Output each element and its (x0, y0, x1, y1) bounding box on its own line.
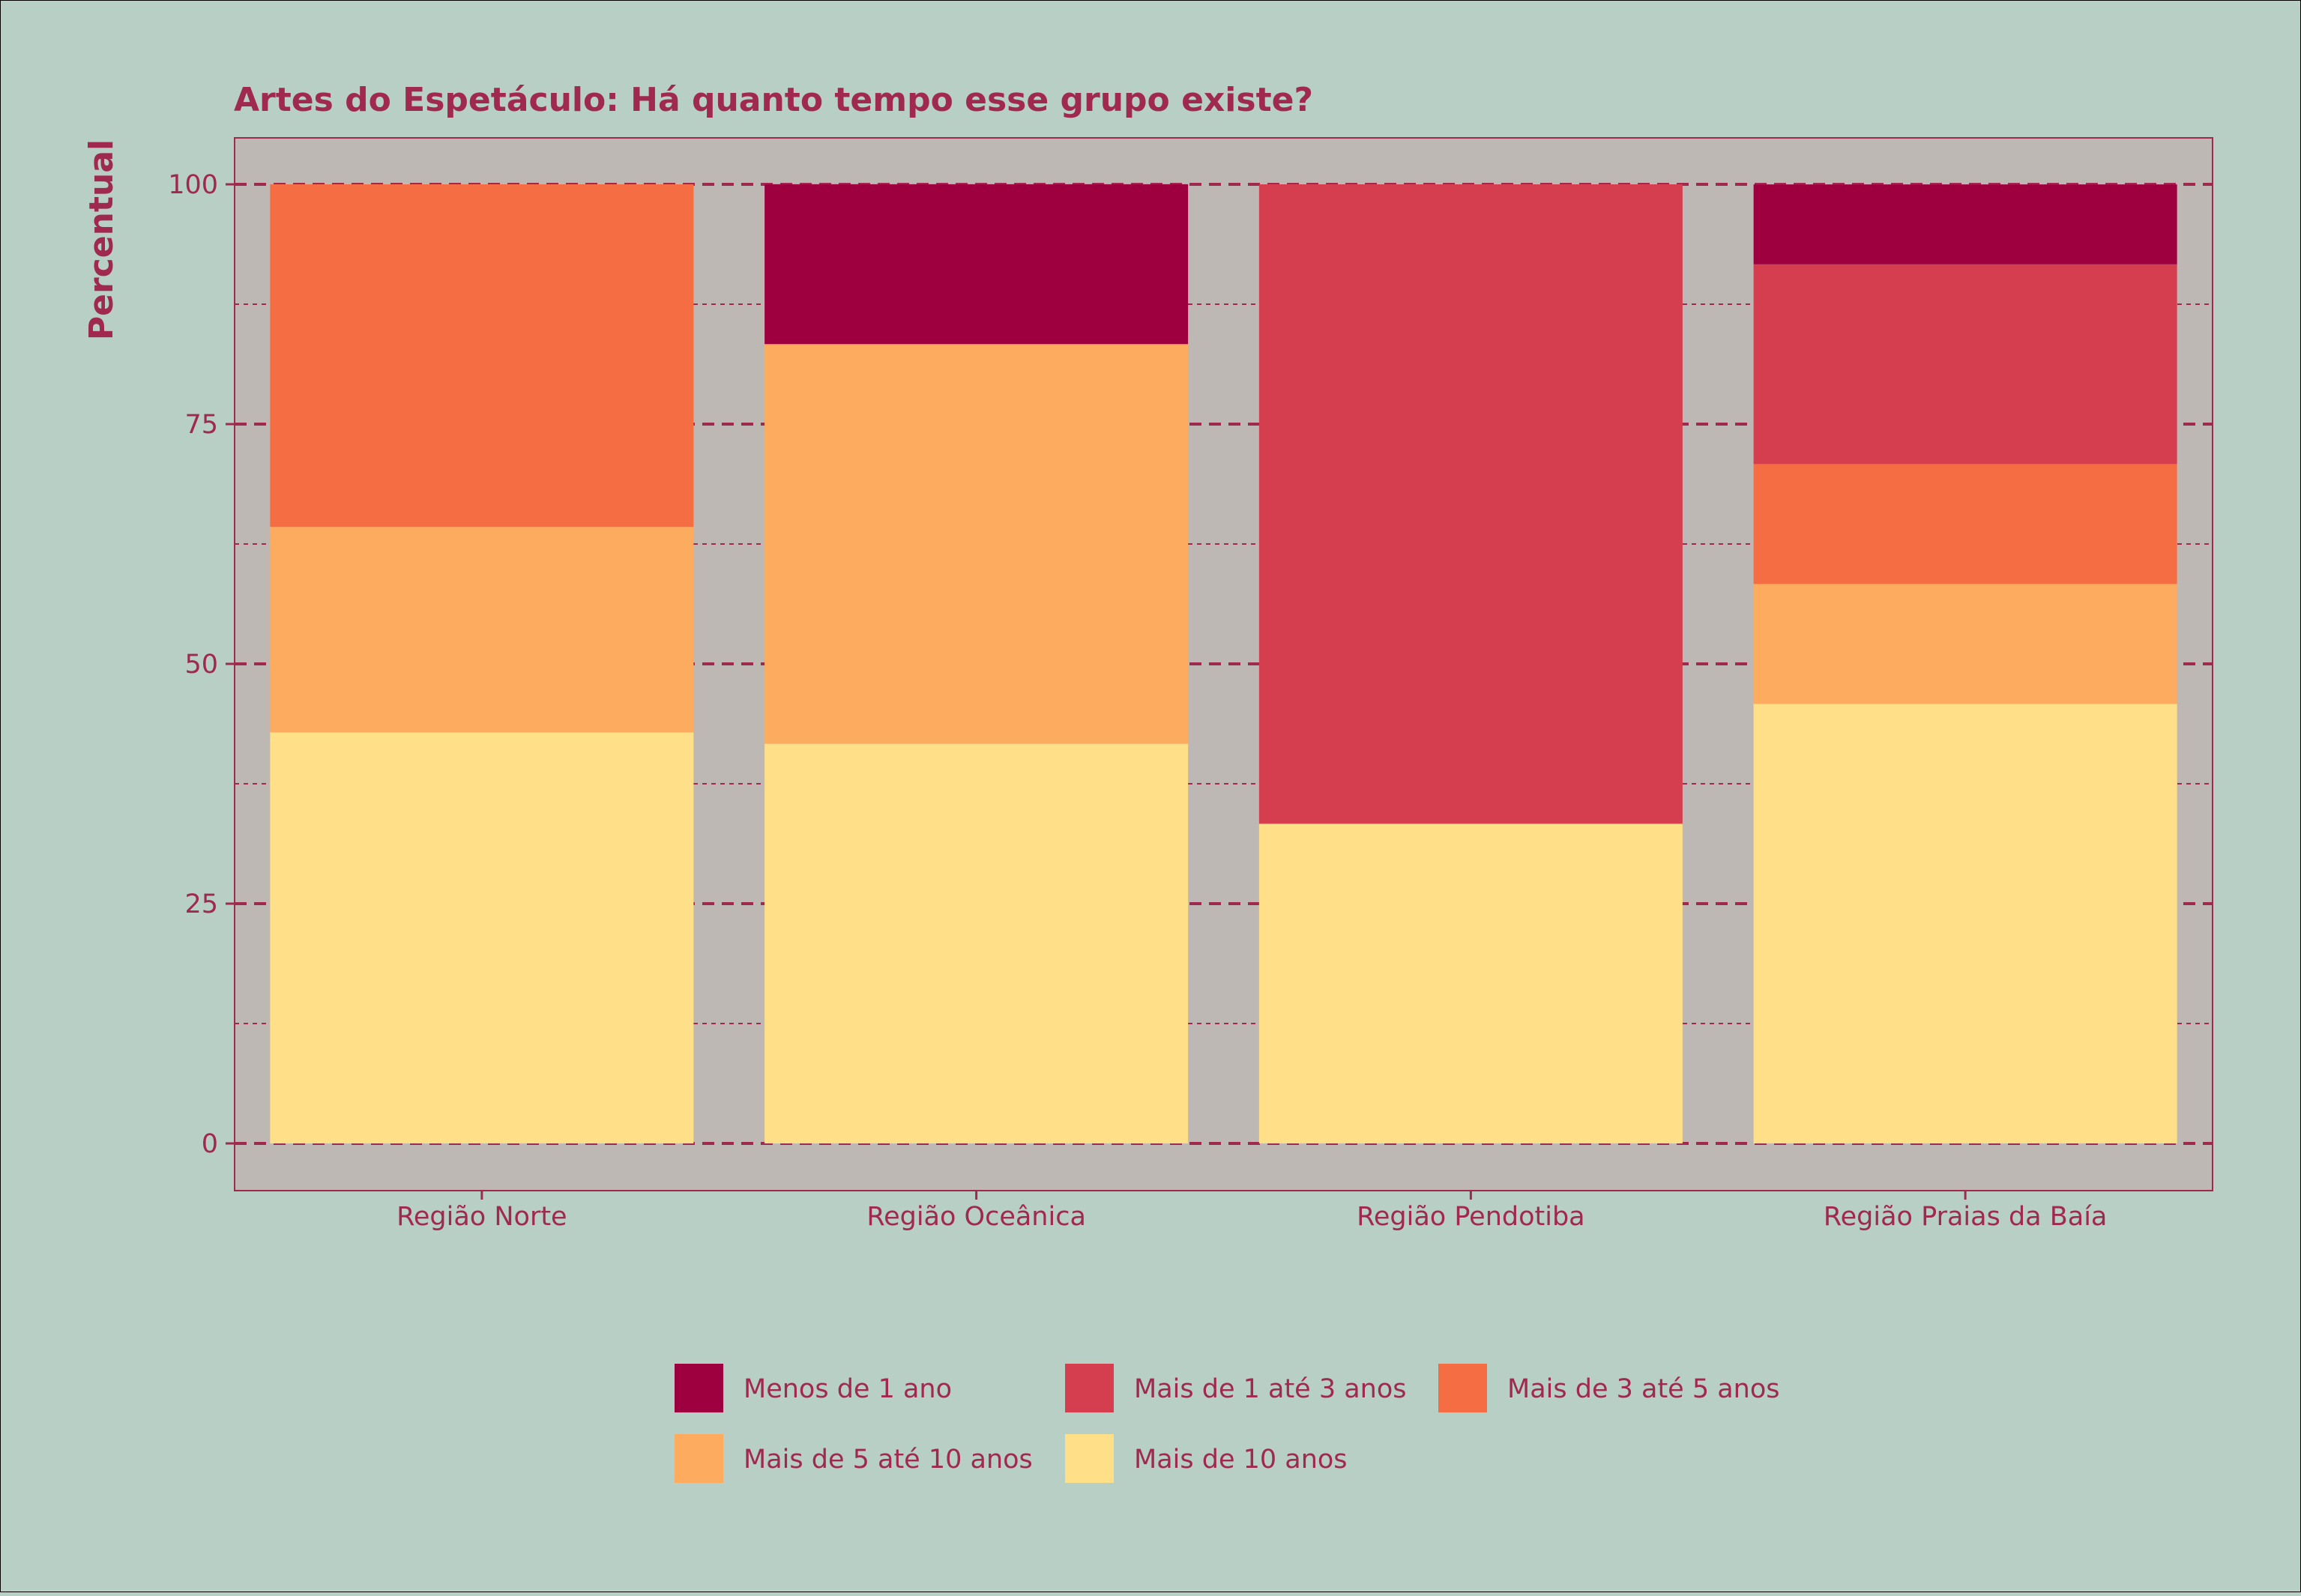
legend-swatch (1065, 1434, 1114, 1483)
bar-segment (1753, 704, 2177, 1143)
legend-swatch (675, 1364, 723, 1412)
y-tick-label: 75 (184, 410, 218, 440)
y-axis-label: Percentual (82, 139, 121, 340)
chart-title: Artes do Espetáculo: Há quanto tempo ess… (234, 81, 1313, 119)
bar-segment (1753, 464, 2177, 584)
y-tick-label: 100 (168, 170, 218, 200)
y-tick-label: 0 (202, 1129, 218, 1159)
legend-label: Mais de 10 anos (1134, 1445, 1348, 1475)
bar-segment (765, 184, 1189, 345)
legend-swatch (675, 1434, 723, 1483)
bar-segment (1753, 264, 2177, 465)
legend-label: Mais de 5 até 10 anos (744, 1445, 1033, 1475)
x-tick-label: Região Praias da Baía (1824, 1202, 2108, 1232)
y-tick-label: 25 (184, 889, 218, 919)
legend-swatch (1438, 1364, 1487, 1412)
x-tick-label: Região Oceânica (866, 1202, 1086, 1232)
legend-swatch (1065, 1364, 1114, 1412)
x-tick-label: Região Norte (396, 1202, 567, 1232)
bar-segment (1258, 184, 1683, 824)
bar-segment (1753, 184, 2177, 265)
legend-label: Menos de 1 ano (744, 1374, 952, 1404)
legend: Menos de 1 ano Mais de 1 até 3 anos Mais d… (675, 1364, 1780, 1483)
plot-area: Região Norte Região Oceânica Região Pendot… (168, 137, 2213, 1232)
x-tick-label: Região Pendotiba (1357, 1202, 1585, 1232)
bar-segment (270, 184, 694, 528)
bar-segment (765, 743, 1189, 1143)
bar-segment (270, 527, 694, 733)
bar-segment (270, 732, 694, 1143)
y-tick-label: 50 (184, 650, 218, 680)
bar-segment (1753, 584, 2177, 704)
legend-label: Mais de 1 até 3 anos (1134, 1374, 1407, 1404)
bar-segment (1258, 823, 1683, 1143)
bar-segment (765, 344, 1189, 744)
legend-label: Mais de 3 até 5 anos (1507, 1374, 1780, 1404)
